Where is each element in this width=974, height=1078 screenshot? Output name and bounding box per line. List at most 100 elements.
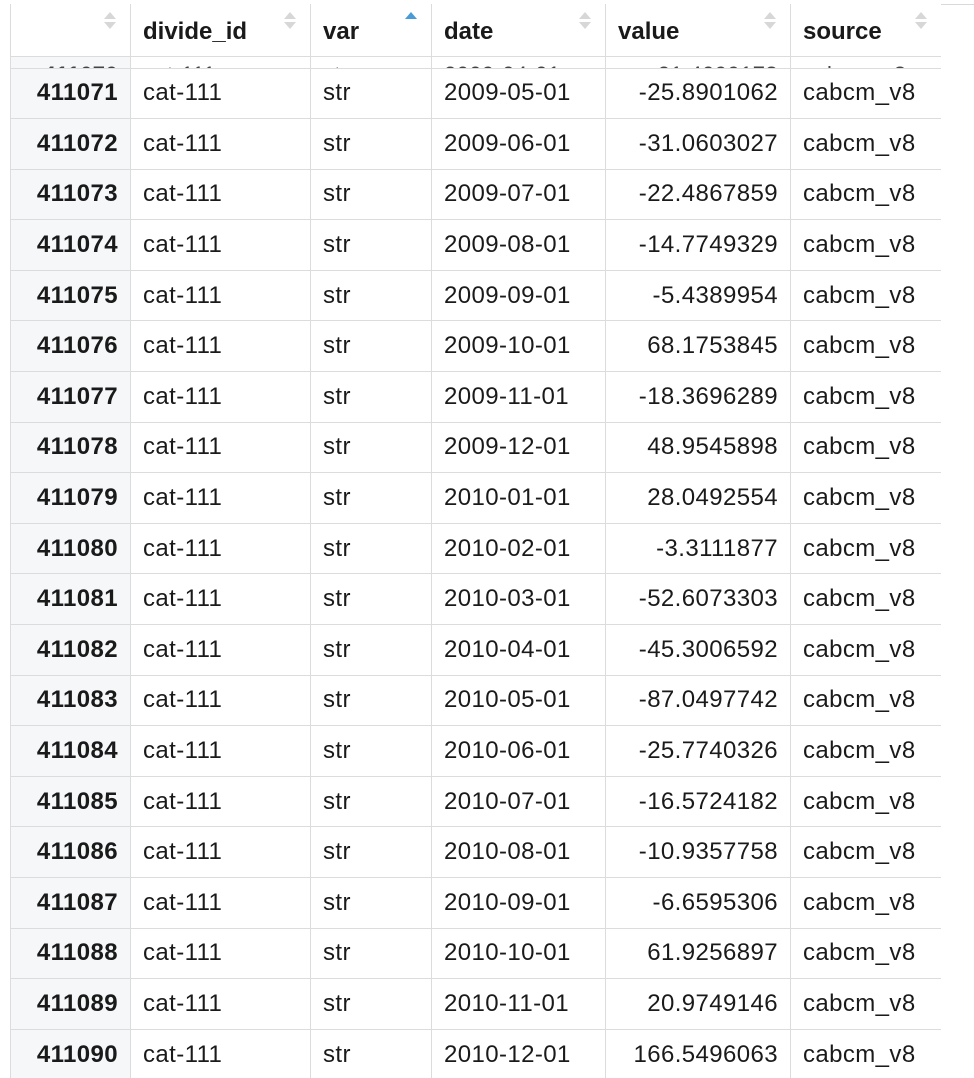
column-header-divide-id[interactable]: divide_id (130, 4, 311, 57)
divide-id-cell: cat-111 (130, 55, 311, 69)
date-cell: 2009-08-01 (431, 219, 606, 271)
date-cell: 2009-12-01 (431, 421, 606, 474)
date-cell: 2010-09-01 (431, 877, 606, 929)
divide-id-cell: cat-111 (130, 320, 311, 373)
table-row: 411087 cat-111 str 2010-09-01 -6.6595306 cabc… (10, 877, 941, 929)
row-name-cell: 411078 (10, 421, 131, 474)
source-cell: cabcm_v8 (790, 472, 941, 524)
source-cell: cabcm_v8 (790, 320, 941, 373)
var-cell: str (310, 421, 432, 474)
sort-arrows-icon[interactable] (764, 12, 776, 32)
table-row: 411084 cat-111 str 2010-06-01 -25.7740326 cab… (10, 725, 941, 777)
row-name-cell: 411075 (10, 269, 131, 322)
column-header-var[interactable]: var (310, 4, 432, 57)
var-cell: str (310, 1028, 432, 1078)
date-cell: 2009-09-01 (431, 269, 606, 322)
table-row: 411081 cat-111 str 2010-03-01 -52.6073303 cab… (10, 573, 941, 626)
sort-arrows-icon[interactable] (915, 12, 927, 32)
var-cell: str (310, 826, 432, 878)
row-name-cell: 411081 (10, 573, 131, 626)
sort-ascending-icon[interactable] (405, 12, 417, 32)
column-header-label: divide_id (143, 17, 248, 45)
value-cell: -10.9357758 (605, 826, 791, 878)
divide-id-cell: cat-111 (130, 67, 311, 120)
table-row: 411076 cat-111 str 2009-10-01 68.1753845 cabc… (10, 320, 941, 373)
var-cell: str (310, 219, 432, 271)
table-row: 411075 cat-111 str 2009-09-01 -5.4389954 cabc… (10, 269, 941, 322)
table-row-partial: 411070 cat-111 str 2009-04-01 -21.409917… (10, 55, 941, 69)
value-cell: 48.9545898 (605, 421, 791, 474)
divide-id-cell: cat-111 (130, 877, 311, 929)
var-cell: str (310, 775, 432, 828)
divide-id-cell: cat-111 (130, 1028, 311, 1078)
source-cell: cabcm_v8 (790, 168, 941, 221)
date-cell: 2009-04-01 (431, 55, 606, 69)
divide-id-cell: cat-111 (130, 624, 311, 676)
divide-id-cell: cat-111 (130, 826, 311, 878)
table-row: 411079 cat-111 str 2010-01-01 28.0492554 cabc… (10, 472, 941, 524)
row-name-cell: 411080 (10, 522, 131, 575)
date-cell: 2010-03-01 (431, 573, 606, 626)
divide-id-cell: cat-111 (130, 421, 311, 474)
table-row: 411089 cat-111 str 2010-11-01 20.9749146 cabc… (10, 978, 941, 1030)
var-cell: str (310, 371, 432, 423)
var-cell: str (310, 67, 432, 120)
divide-id-cell: cat-111 (130, 269, 311, 322)
divide-id-cell: cat-111 (130, 118, 311, 170)
divide-id-cell: cat-111 (130, 371, 311, 423)
row-name-cell: 411086 (10, 826, 131, 878)
table-row: 411071 cat-111 str 2009-05-01 -25.8901062 cab… (10, 67, 941, 120)
source-cell: cabcm_v8 (790, 371, 941, 423)
source-cell: cabcm_v8 (790, 118, 941, 170)
value-cell: 20.9749146 (605, 978, 791, 1030)
source-cell: cabcm_v8 (790, 674, 941, 727)
row-name-cell: 411076 (10, 320, 131, 373)
column-header-source[interactable]: source (790, 4, 941, 57)
divide-id-cell: cat-111 (130, 927, 311, 980)
row-name-cell: 411072 (10, 118, 131, 170)
row-name-cell: 411089 (10, 978, 131, 1030)
source-cell: cabcm_v8 (790, 877, 941, 929)
var-cell: str (310, 573, 432, 626)
divide-id-cell: cat-111 (130, 725, 311, 777)
date-cell: 2010-05-01 (431, 674, 606, 727)
row-name-cell: 411085 (10, 775, 131, 828)
table-row: 411080 cat-111 str 2010-02-01 -3.3111877 cabc… (10, 522, 941, 575)
source-cell: cabcm_v8 (790, 1028, 941, 1078)
value-cell: -52.6073303 (605, 573, 791, 626)
value-cell: -5.4389954 (605, 269, 791, 322)
source-cell: cabcm_v8 (790, 927, 941, 980)
table-scroll-area[interactable]: divide_id var date value (10, 4, 941, 1078)
var-cell: str (310, 55, 432, 69)
column-header-value[interactable]: value (605, 4, 791, 57)
source-cell: cabcm_v8 (790, 624, 941, 676)
row-name-cell: 411071 (10, 67, 131, 120)
source-cell: cabcm_v8 (790, 826, 941, 878)
column-header-label: date (444, 17, 494, 45)
table-row: 411073 cat-111 str 2009-07-01 -22.4867859 cab… (10, 168, 941, 221)
data-table: divide_id var date value (10, 4, 941, 1078)
row-name-cell: 411079 (10, 472, 131, 524)
value-cell: 166.5496063 (605, 1028, 791, 1078)
value-cell: -22.4867859 (605, 168, 791, 221)
column-header-rownames[interactable] (10, 4, 131, 57)
divide-id-cell: cat-111 (130, 674, 311, 727)
column-header-label: var (323, 17, 360, 45)
sort-arrows-icon[interactable] (284, 12, 296, 32)
row-name-cell: 411084 (10, 725, 131, 777)
table-row: 411077 cat-111 str 2009-11-01 -18.3696289 cab… (10, 371, 941, 423)
table-row: 411088 cat-111 str 2010-10-01 61.9256897 cabc… (10, 927, 941, 980)
sort-arrows-icon[interactable] (579, 12, 591, 32)
source-cell: cabcm_v8 (790, 725, 941, 777)
value-cell: -21.4099178 (605, 55, 791, 69)
source-cell: cabcm_v8 (790, 775, 941, 828)
date-cell: 2009-10-01 (431, 320, 606, 373)
sort-arrows-icon[interactable] (104, 12, 116, 32)
column-header-date[interactable]: date (431, 4, 606, 57)
divide-id-cell: cat-111 (130, 978, 311, 1030)
table-row: 411082 cat-111 str 2010-04-01 -45.3006592 cab… (10, 624, 941, 676)
table-row: 411086 cat-111 str 2010-08-01 -10.9357758 cab… (10, 826, 941, 878)
divide-id-cell: cat-111 (130, 573, 311, 626)
date-cell: 2009-11-01 (431, 371, 606, 423)
var-cell: str (310, 927, 432, 980)
